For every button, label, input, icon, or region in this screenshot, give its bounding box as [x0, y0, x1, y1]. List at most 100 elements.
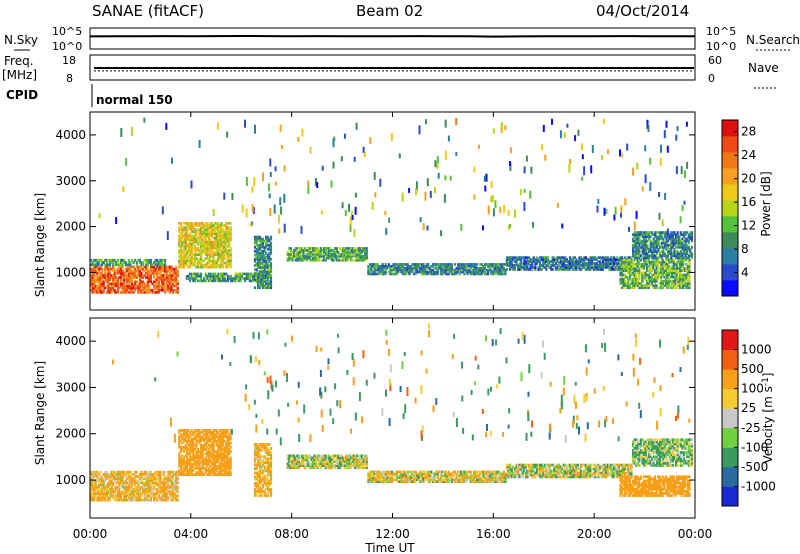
- power-cell: [520, 256, 523, 259]
- power-cell: [660, 271, 663, 275]
- power-cell: [383, 266, 386, 270]
- power-cell: [619, 282, 622, 285]
- power-scatter-cell: [679, 216, 682, 224]
- power-cell: [207, 228, 210, 231]
- power-cell: [201, 232, 204, 236]
- velocity-cell: [175, 498, 178, 502]
- power-cell: [165, 265, 168, 269]
- velocity-cell: [171, 488, 175, 491]
- power-cell: [160, 288, 164, 292]
- power-cell: [507, 256, 510, 259]
- power-cell: [638, 241, 641, 245]
- velocity-cell: [121, 470, 124, 474]
- power-cell: [395, 268, 398, 272]
- power-cell: [151, 271, 154, 275]
- power-scatter-cell: [120, 128, 123, 137]
- power-cell: [121, 278, 124, 281]
- velocity-cell: [118, 477, 121, 480]
- velocity-cell: [104, 496, 107, 500]
- power-cell: [572, 260, 575, 263]
- power-cell: [206, 274, 209, 278]
- power-cell: [307, 256, 310, 260]
- power-cell: [378, 268, 381, 272]
- power-cell: [589, 260, 592, 263]
- power-cell: [672, 271, 675, 275]
- velocity-cell: [217, 435, 220, 439]
- velocity-cell: [138, 485, 141, 489]
- power-cell: [224, 240, 228, 244]
- power-cell: [683, 258, 686, 262]
- velocity-cell: [131, 496, 134, 500]
- velocity-cell: [162, 498, 165, 502]
- power-cell: [327, 249, 330, 252]
- power-cell: [665, 239, 668, 243]
- power-cell: [562, 262, 565, 265]
- power-cell: [422, 270, 425, 274]
- power-cell: [591, 258, 594, 261]
- power-cell: [203, 279, 206, 283]
- power-cell: [638, 258, 641, 262]
- power-cell: [99, 258, 102, 262]
- power-cell: [657, 235, 660, 239]
- velocity-cell: [189, 441, 192, 445]
- power-scatter-cell: [373, 171, 376, 180]
- power-cell: [146, 258, 149, 262]
- power-cell: [631, 265, 635, 268]
- power-cell: [379, 265, 383, 268]
- velocity-cell: [148, 481, 151, 485]
- power-cell: [540, 256, 543, 259]
- velocity-cell: [209, 458, 212, 462]
- power-cell: [482, 265, 485, 268]
- power-cell: [190, 261, 193, 265]
- power-scatter-cell: [686, 161, 689, 169]
- power-cell: [667, 246, 670, 249]
- power-cell: [178, 230, 181, 234]
- velocity-cell: [118, 473, 121, 476]
- power-cell: [142, 286, 145, 290]
- velocity-cell: [176, 481, 179, 485]
- velocity-cell: [115, 498, 118, 502]
- velocity-cell: [181, 448, 184, 451]
- power-cell: [318, 258, 321, 262]
- power-cell: [260, 254, 263, 257]
- power-cell: [112, 280, 115, 284]
- power-cell: [372, 270, 375, 274]
- power-cell: [624, 273, 627, 277]
- power-cell: [646, 286, 649, 290]
- power-cell: [619, 256, 622, 259]
- power-cell: [688, 258, 691, 262]
- power-cell: [562, 256, 565, 259]
- power-cell: [669, 286, 672, 290]
- power-cell: [210, 249, 214, 252]
- power-cell: [193, 230, 196, 234]
- power-cell: [523, 268, 526, 271]
- power-cell: [576, 262, 579, 265]
- power-cell: [119, 271, 123, 275]
- power-cell: [153, 261, 156, 264]
- power-cell: [110, 291, 113, 294]
- power-cell: [96, 288, 99, 292]
- power-cell: [542, 264, 545, 267]
- velocity-cell: [206, 435, 209, 439]
- power-cell: [121, 261, 124, 264]
- velocity-cell: [93, 490, 96, 493]
- power-cell: [263, 270, 266, 273]
- power-cell: [140, 261, 143, 264]
- velocity-cell: [186, 435, 189, 439]
- power-cell: [685, 269, 688, 273]
- power-cell: [206, 228, 209, 231]
- velocity-cell: [91, 481, 94, 485]
- power-cell: [97, 286, 101, 290]
- power-cell: [239, 274, 242, 278]
- power-cell: [649, 263, 652, 266]
- power-cell: [181, 255, 184, 259]
- power-cell: [435, 265, 438, 268]
- velocity-cell: [123, 481, 126, 485]
- velocity-cell: [217, 460, 220, 464]
- velocity-cell: [129, 470, 132, 474]
- nave-tick-top: 60: [708, 54, 722, 67]
- velocity-cell: [167, 479, 170, 483]
- power-scatter-cell: [490, 196, 493, 203]
- power-cell: [564, 260, 567, 263]
- power-cell: [683, 273, 686, 277]
